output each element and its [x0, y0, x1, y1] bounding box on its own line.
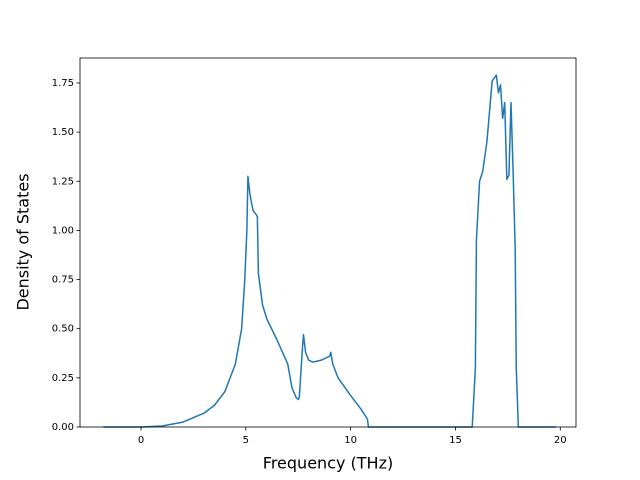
- y-tick-label: 0.25: [52, 373, 74, 384]
- y-tick-label: 1.50: [52, 127, 74, 138]
- dos-line: [103, 74, 557, 428]
- y-tick-label: 0.50: [52, 324, 74, 335]
- y-tick-label: 1.75: [52, 78, 74, 89]
- x-tick-label: 0: [138, 435, 144, 446]
- y-tick-label: 1.25: [52, 176, 74, 187]
- y-tick-label: 1.00: [52, 225, 74, 236]
- y-tick-label: 0.75: [52, 275, 74, 286]
- x-tick-label: 5: [243, 435, 249, 446]
- y-axis-label: Density of States: [14, 173, 33, 310]
- plot-frame: [79, 57, 577, 428]
- x-axis-label: Frequency (THz): [263, 454, 393, 473]
- y-tick-label: 0.00: [52, 422, 74, 433]
- x-tick-label: 20: [554, 435, 567, 446]
- x-tick-label: 10: [344, 435, 357, 446]
- x-tick-label: 15: [449, 435, 462, 446]
